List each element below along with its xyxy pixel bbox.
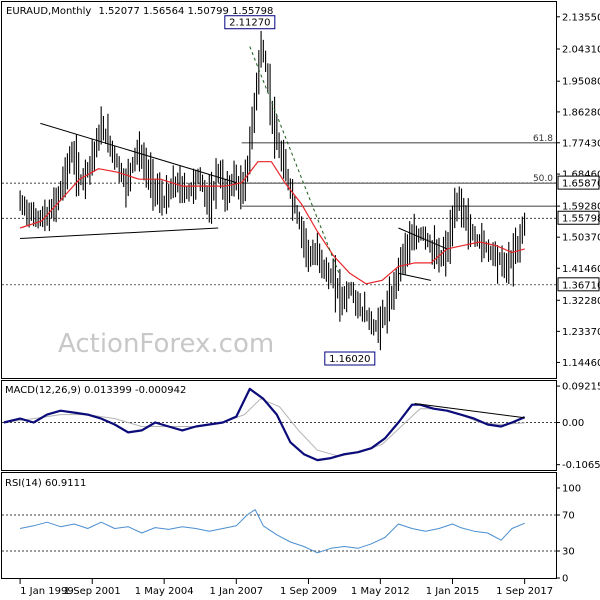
trendline [20, 227, 219, 239]
time-axis-label: 1 May 2012 [351, 586, 410, 597]
moving-average-line [19, 161, 525, 285]
time-axis-label: 1 Jan 1999 [20, 586, 74, 597]
macd-axis-label: 0.00 [562, 418, 584, 429]
trendline [398, 227, 448, 250]
rsi-marks [2, 509, 556, 554]
rsi-axis-label: 0 [562, 574, 568, 585]
price-level-box [557, 277, 600, 292]
time-axis-label: 1 Sep 2009 [280, 586, 337, 597]
macd-title: MACD(12,26,9) 0.013399 -0.000942 [5, 385, 186, 396]
time-axis-label: 1 May 2004 [135, 586, 194, 597]
price-overlay: 61.8 50.0 1.65870 1.55798 1.36710 2.11270 1.16… [224, 15, 600, 366]
time-axis-label: 1 Sep 2001 [64, 586, 121, 597]
macd-panel [1, 380, 557, 471]
trendline [398, 272, 431, 281]
price-marks [2, 30, 556, 351]
rsi-title: RSI(14) 60.9111 [5, 478, 86, 489]
price-level-box-label: 1.65870 [562, 179, 600, 190]
price-level-box [557, 210, 600, 225]
dashed-trendline [249, 46, 340, 274]
time-axis-label: 1 Jan 2015 [426, 586, 480, 597]
fib-level-label: 61.8 [533, 134, 553, 144]
symbol-label: EURAUD,Monthly [6, 6, 91, 17]
price-panel [1, 1, 557, 379]
rsi-axis-label: 70 [562, 511, 575, 522]
rsi-axis: 100 70 30 0 [556, 484, 581, 585]
rsi-axis-label: 30 [562, 547, 575, 558]
price-axis-label: 2.04310 [562, 45, 600, 56]
price-callout-box [324, 351, 376, 366]
price-level-box [557, 175, 600, 190]
chart-header: EURAUD,Monthly 1.52077 1.56564 1.50799 1… [6, 6, 273, 17]
macd-line [3, 387, 526, 462]
price-axis-label: 1.77430 [562, 138, 600, 149]
price-axis-label: 1.59280 [562, 202, 600, 213]
price-axis-label: 1.14460 [562, 358, 600, 369]
rsi-line [20, 509, 525, 554]
price-axis-label: 1.23370 [562, 327, 600, 338]
price-axis-label: 1.95080 [562, 77, 600, 88]
price-axis-label: 1.41460 [562, 264, 600, 275]
price-axis-label: 1.50370 [562, 233, 600, 244]
price-level-box-label: 1.55798 [562, 214, 600, 225]
price-callout-label: 1.16020 [329, 354, 370, 365]
price-axis-label: 1.86280 [562, 107, 600, 118]
trendline [40, 122, 237, 184]
price-axis-label: 2.13550 [562, 12, 600, 23]
macd-marks [2, 387, 556, 462]
price-axis: 2.13550 2.04310 1.95080 1.86280 1.77430 1.684… [556, 12, 600, 369]
rsi-axis-label: 100 [562, 484, 581, 495]
macd-axis-label: 0.092158 [562, 382, 600, 393]
watermark: ActionForex.com [58, 329, 274, 359]
price-callout-box [224, 15, 276, 30]
ohlc-values: 1.52077 1.56564 1.50799 1.55798 [98, 6, 273, 17]
price-axis-label: 1.32280 [562, 296, 600, 307]
time-axis-label: 1 Sep 2017 [496, 586, 553, 597]
price-axis-label: 1.68460 [562, 170, 600, 181]
macd-trendline [414, 403, 525, 419]
macd-axis: 0.092158 0.00 -0.106503 [556, 382, 600, 471]
price-callout-label: 2.11270 [229, 18, 270, 29]
fib-level-label: 50.0 [533, 174, 553, 184]
time-axis-label: 1 Jan 2007 [210, 586, 264, 597]
macd-axis-label: -0.106503 [562, 460, 600, 471]
price-level-box-label: 1.36710 [562, 280, 600, 291]
